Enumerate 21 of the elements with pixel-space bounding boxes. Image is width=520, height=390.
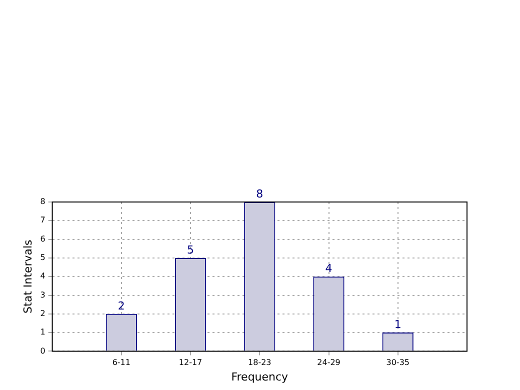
data-label: 1 bbox=[394, 318, 402, 331]
y-tick-label: 3 bbox=[40, 290, 46, 300]
y-axis-title: Stat Intervals bbox=[21, 239, 34, 314]
y-tick-label: 6 bbox=[40, 234, 46, 244]
data-label: 2 bbox=[118, 299, 125, 312]
y-tick-label: 4 bbox=[40, 272, 46, 281]
y-tick-label: 7 bbox=[40, 216, 46, 225]
x-axis-title: Frequency bbox=[231, 370, 289, 384]
x-tick-label: 12-17 bbox=[178, 358, 202, 368]
x-tick-label: 30-35 bbox=[386, 358, 410, 368]
data-label: 4 bbox=[325, 262, 332, 275]
y-tick-label: 8 bbox=[40, 197, 46, 206]
x-tick-label: 18-23 bbox=[248, 358, 272, 368]
x-tick-label: 6-11 bbox=[112, 358, 130, 368]
y-tick-label: 0 bbox=[40, 346, 46, 356]
y-tick-label: 5 bbox=[40, 253, 46, 262]
data-label: 5 bbox=[187, 243, 194, 256]
y-tick-label: 2 bbox=[40, 308, 46, 318]
y-tick-label: 1 bbox=[40, 328, 46, 337]
x-tick-label: 24-29 bbox=[317, 358, 340, 368]
data-label: 8 bbox=[256, 187, 264, 200]
